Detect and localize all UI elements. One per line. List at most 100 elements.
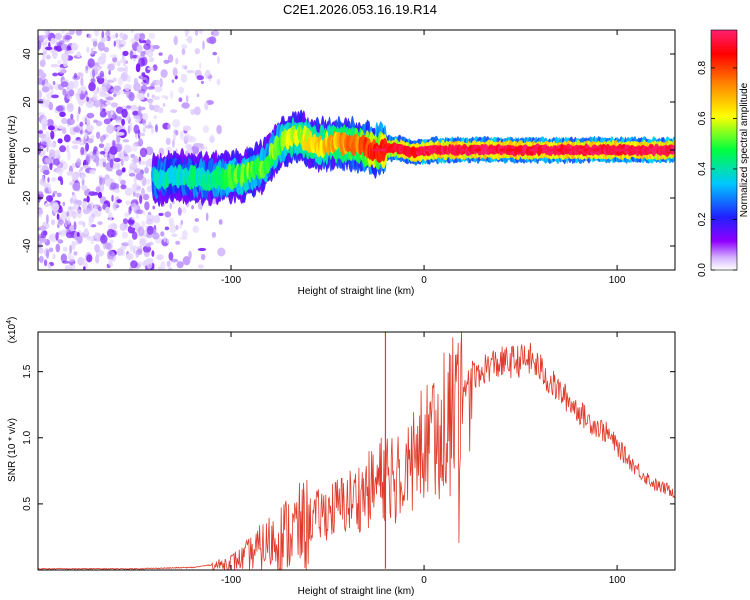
noise-speckle: [168, 267, 172, 270]
noise-speckle: [105, 206, 111, 214]
noise-speckle: [141, 220, 146, 228]
noise-speckle: [55, 243, 61, 253]
noise-speckle: [38, 89, 43, 99]
noise-speckle: [158, 212, 164, 217]
noise-speckle: [112, 163, 121, 168]
noise-speckle: [46, 54, 51, 60]
noise-speckle: [94, 231, 98, 240]
ridge-core: [537, 148, 543, 152]
noise-speckle: [147, 86, 156, 90]
noise-speckle: [117, 67, 126, 72]
noise-speckle: [141, 77, 148, 81]
noise-speckle: [119, 43, 124, 48]
noise-speckle: [122, 139, 130, 143]
noise-speckle: [111, 113, 118, 119]
noise-speckle: [142, 113, 149, 121]
noise-speckle: [169, 90, 174, 99]
noise-speckle: [79, 121, 84, 127]
noise-speckle: [167, 123, 171, 130]
noise-speckle: [78, 220, 84, 225]
noise-speckle: [152, 205, 155, 210]
noise-speckle: [108, 212, 113, 221]
snr-ytick-label: 1.5: [22, 364, 33, 378]
spectrogram-ytick-label: -20: [22, 190, 33, 205]
noise-speckle: [177, 207, 182, 216]
noise-speckle: [135, 118, 141, 123]
noise-speckle: [116, 60, 121, 67]
noise-speckle: [94, 205, 97, 210]
noise-speckle: [41, 175, 45, 184]
noise-speckle: [110, 88, 119, 94]
noise-speckle: [74, 200, 79, 204]
noise-speckle: [179, 130, 184, 141]
noise-speckle: [97, 41, 105, 52]
noise-speckle: [99, 110, 107, 118]
noise-speckle: [97, 191, 103, 199]
noise-speckle: [110, 54, 118, 58]
noise-speckle: [217, 247, 226, 257]
noise-speckle: [104, 149, 108, 158]
noise-speckle: [204, 102, 209, 111]
noise-speckle: [115, 32, 119, 38]
noise-speckle: [205, 212, 209, 222]
noise-speckle: [133, 78, 138, 85]
noise-speckle: [57, 138, 63, 144]
noise-speckle: [110, 110, 114, 116]
noise-speckle: [98, 143, 105, 148]
noise-speckle: [160, 69, 168, 78]
noise-speckle: [147, 211, 152, 216]
noise-speckle: [165, 137, 171, 145]
noise-speckle: [152, 215, 161, 224]
noise-speckle: [182, 64, 185, 70]
noise-speckle: [168, 251, 174, 261]
spectrogram-ytick-label: 40: [22, 48, 33, 60]
noise-speckle: [212, 51, 218, 56]
noise-speckle: [66, 144, 70, 153]
noise-speckle: [106, 124, 115, 134]
noise-speckle: [80, 129, 83, 135]
noise-speckle: [94, 30, 99, 37]
noise-speckle: [86, 96, 90, 102]
noise-speckle: [121, 231, 129, 239]
noise-speckle: [73, 251, 78, 256]
noise-speckle: [95, 150, 100, 156]
noise-speckle: [103, 46, 110, 53]
noise-speckle: [121, 108, 128, 118]
noise-speckle: [181, 230, 188, 239]
noise-speckle: [159, 78, 163, 88]
ridge-core: [632, 148, 641, 152]
noise-speckle: [181, 207, 187, 214]
noise-speckle: [38, 112, 45, 116]
noise-speckle: [147, 50, 154, 58]
noise-speckle: [38, 164, 43, 168]
noise-speckle: [176, 261, 184, 269]
noise-speckle: [52, 80, 56, 86]
ridge-core: [664, 148, 670, 152]
noise-speckle: [100, 52, 106, 57]
noise-speckle: [155, 124, 158, 133]
ridge-core: [583, 148, 588, 152]
noise-speckle: [99, 70, 105, 78]
noise-speckle: [38, 208, 44, 216]
noise-speckle: [191, 145, 200, 155]
noise-speckle: [115, 116, 122, 122]
noise-speckle: [196, 75, 204, 81]
noise-speckle: [83, 266, 86, 270]
noise-speckle: [46, 214, 49, 224]
noise-speckle: [205, 69, 211, 76]
noise-speckle: [52, 72, 58, 77]
noise-speckle: [182, 125, 191, 132]
noise-speckle: [140, 50, 146, 57]
ridge-core: [563, 148, 572, 152]
noise-speckle: [49, 142, 57, 148]
noise-speckle: [166, 260, 171, 267]
noise-speckle: [130, 245, 138, 250]
noise-speckle: [88, 82, 96, 92]
snr-ylabel: SNR (10 * v/v): [7, 418, 18, 482]
noise-speckle: [39, 250, 44, 254]
noise-speckle: [99, 151, 106, 155]
noise-speckle: [121, 118, 125, 126]
snr-scale-prefix: (x10: [7, 323, 18, 343]
noise-speckle: [119, 32, 124, 39]
noise-speckle: [122, 57, 126, 67]
